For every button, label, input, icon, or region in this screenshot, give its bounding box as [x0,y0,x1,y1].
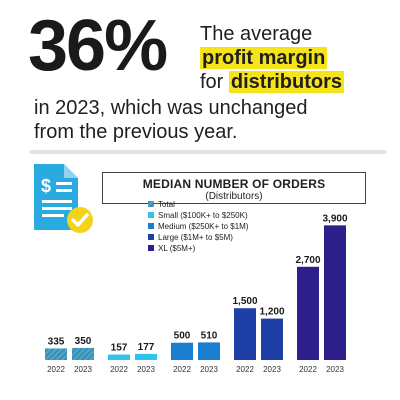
legend-label: Medium ($250K+ to $1M) [158,222,249,231]
body-line-2: from the previous year. [34,121,238,143]
legend-label: Total [158,200,175,209]
headline-line-2: profit margin [200,47,328,69]
bar [297,266,319,360]
x-tick-label: 2023 [263,365,281,374]
legend-swatch [148,201,154,207]
data-label: 3,900 [322,213,347,224]
highlight-profit-margin: profit margin [200,47,328,69]
document-check-dollar-icon: $ [34,164,93,233]
chart-title: MEDIAN NUMBER OF ORDERS [142,177,326,191]
legend-label: Small ($100K+ to $250K) [158,211,248,220]
data-label: 177 [138,342,155,353]
legend-swatch [148,212,154,218]
bar [72,347,94,360]
x-tick-label: 2022 [110,365,128,374]
bar [45,348,67,360]
bar [135,353,157,360]
x-tick-label: 2022 [299,365,317,374]
chart-title-box: MEDIAN NUMBER OF ORDERS (Distributors) [102,172,366,204]
x-tick-label: 2022 [236,365,254,374]
legend-swatch [148,245,154,251]
x-tick-label: 2023 [200,365,218,374]
svg-text:$: $ [41,176,51,196]
bar [234,308,256,360]
headline-line-3: for distributors [200,71,345,93]
legend-swatch [148,223,154,229]
bar [198,342,220,360]
data-label: 500 [174,331,191,342]
x-tick-label: 2023 [74,365,92,374]
headline-percent: 36% [28,6,168,86]
x-tick-label: 2023 [137,365,155,374]
bar [171,342,193,360]
chart-subtitle: (Distributors) [205,191,263,202]
headline-for: for [200,71,224,93]
data-label: 510 [201,330,218,341]
data-label: 157 [111,343,128,354]
x-tick-label: 2022 [173,365,191,374]
x-tick-label: 2022 [47,365,65,374]
body-line-1: in 2023, which was unchanged [34,97,308,119]
data-label: 350 [75,336,92,347]
bar [108,354,130,360]
bar [261,318,283,360]
legend-label: Large ($1M+ to $5M) [158,233,233,242]
legend-swatch [148,234,154,240]
x-tick-label: 2023 [326,365,344,374]
highlight-distributors: distributors [228,71,345,93]
legend-label: XL ($5M+) [158,244,196,253]
data-label: 1,200 [259,307,284,318]
data-label: 1,500 [232,296,257,307]
data-label: 2,700 [295,255,320,266]
bar [324,225,346,360]
data-label: 335 [48,336,65,347]
section-divider [30,150,386,154]
headline-line-1: The average [200,23,313,45]
